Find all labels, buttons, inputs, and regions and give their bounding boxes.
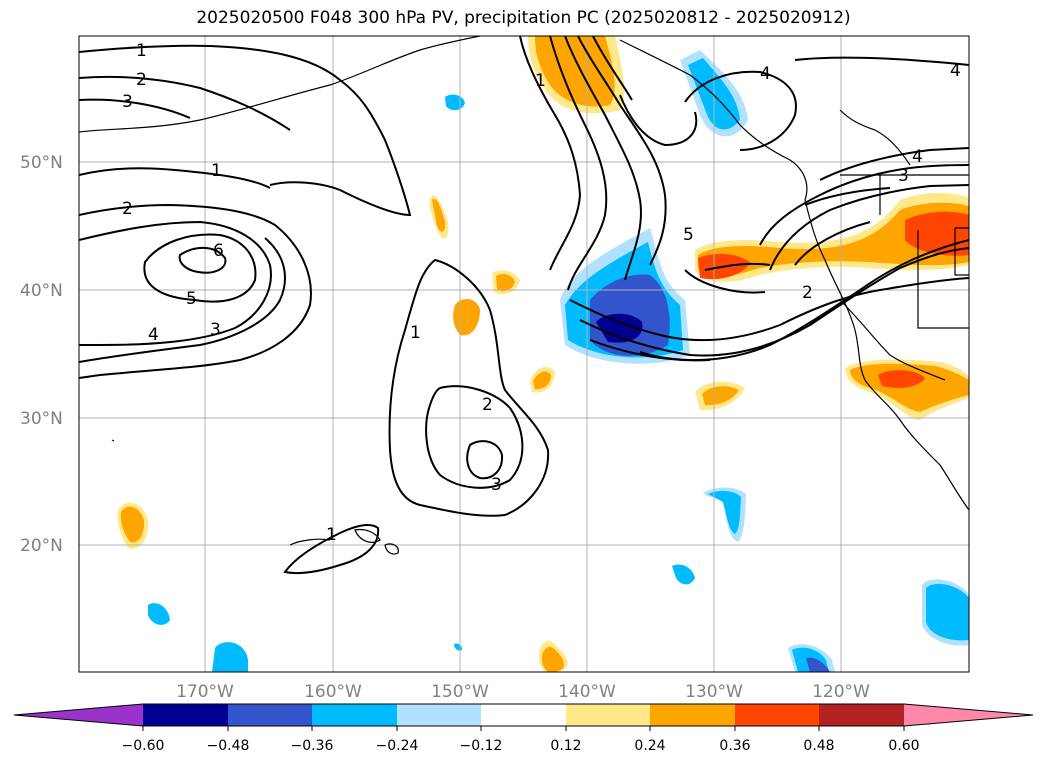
pv-contours bbox=[79, 36, 969, 575]
lat-labels: 50°N 40°N 30°N 20°N bbox=[20, 153, 63, 556]
colorbar-tick-label: 0.24 bbox=[634, 738, 665, 754]
contour-label: 3 bbox=[898, 166, 909, 186]
colorbar-bin bbox=[566, 704, 650, 726]
map-frame bbox=[78, 35, 970, 673]
lat-label: 50°N bbox=[20, 153, 63, 173]
lon-label: 150°W bbox=[431, 682, 489, 702]
lon-labels: 170°W 160°W 150°W 140°W 130°W 120°W bbox=[176, 682, 870, 702]
colorbar-tick-label: −0.48 bbox=[207, 738, 250, 754]
contour-label: 3 bbox=[491, 475, 502, 495]
colorbar-tick-label: −0.60 bbox=[122, 738, 165, 754]
colorbar-arrow-low bbox=[14, 704, 143, 726]
contour-label: 1 bbox=[535, 71, 546, 91]
contour-label: 4 bbox=[912, 147, 923, 167]
lon-label: 170°W bbox=[176, 682, 234, 702]
contour-label: 6 bbox=[213, 241, 224, 261]
colorbar-bin bbox=[143, 704, 228, 726]
colorbar-bin bbox=[481, 704, 566, 726]
lat-label: 30°N bbox=[20, 409, 63, 429]
contour-label: 4 bbox=[148, 325, 159, 345]
coastlines bbox=[79, 36, 969, 555]
lon-label: 160°W bbox=[304, 682, 362, 702]
lat-label: 40°N bbox=[20, 281, 63, 301]
colorbar-arrow-high bbox=[904, 704, 1033, 726]
contour-label: 1 bbox=[211, 161, 222, 181]
lon-label: 120°W bbox=[812, 682, 870, 702]
contour-label: 5 bbox=[683, 225, 694, 245]
contour-label: 2 bbox=[802, 283, 813, 303]
contour-label: 4 bbox=[950, 61, 961, 81]
colorbar-ticks bbox=[142, 726, 905, 731]
colorbar-bin bbox=[819, 704, 904, 726]
contour-label: 3 bbox=[122, 92, 133, 112]
colorbar-tick-label: 0.48 bbox=[803, 738, 834, 754]
colorbar-tick-label: −0.36 bbox=[291, 738, 334, 754]
colorbar-bin bbox=[397, 704, 481, 726]
contour-label: 3 bbox=[210, 320, 221, 340]
map-title: 2025020500 F048 300 hPa PV, precipitatio… bbox=[196, 8, 851, 28]
colorbar-tick-label: 0.60 bbox=[888, 738, 919, 754]
lon-label: 130°W bbox=[685, 682, 743, 702]
contour-label: 1 bbox=[326, 525, 337, 545]
colorbar-bin bbox=[312, 704, 397, 726]
lon-label: 140°W bbox=[558, 682, 616, 702]
colorbar-tick-labels: −0.60 −0.48 −0.36 −0.24 −0.12 0.12 0.24 … bbox=[122, 738, 920, 754]
contour-labels: 1 2 3 1 2 6 5 4 3 1 2 3 1 1 5 4 4 4 3 2 bbox=[122, 41, 961, 545]
contour-label: 1 bbox=[410, 323, 421, 343]
contour-label: 4 bbox=[760, 64, 771, 84]
map-area: 1 2 3 1 2 6 5 4 3 1 2 3 1 1 5 4 4 4 3 2 bbox=[79, 36, 969, 672]
colorbar-tick-label: 0.36 bbox=[719, 738, 750, 754]
colorbar-tick-label: 0.12 bbox=[550, 738, 581, 754]
contour-label: 2 bbox=[136, 70, 147, 90]
colorbar-tick-label: −0.12 bbox=[460, 738, 503, 754]
gridlines bbox=[79, 36, 969, 672]
contour-label: 1 bbox=[136, 41, 147, 61]
contour-label: 2 bbox=[122, 199, 133, 219]
colorbar-tick-label: −0.24 bbox=[376, 738, 419, 754]
contour-label: 5 bbox=[186, 289, 197, 309]
lat-label: 20°N bbox=[20, 536, 63, 556]
contour-label: 2 bbox=[482, 395, 493, 415]
colorbar: −0.60 −0.48 −0.36 −0.24 −0.12 0.12 0.24 … bbox=[13, 703, 1034, 754]
precip-shading bbox=[117, 36, 969, 672]
colorbar-bin bbox=[735, 704, 819, 726]
colorbar-bin bbox=[650, 704, 735, 726]
colorbar-bin bbox=[228, 704, 312, 726]
